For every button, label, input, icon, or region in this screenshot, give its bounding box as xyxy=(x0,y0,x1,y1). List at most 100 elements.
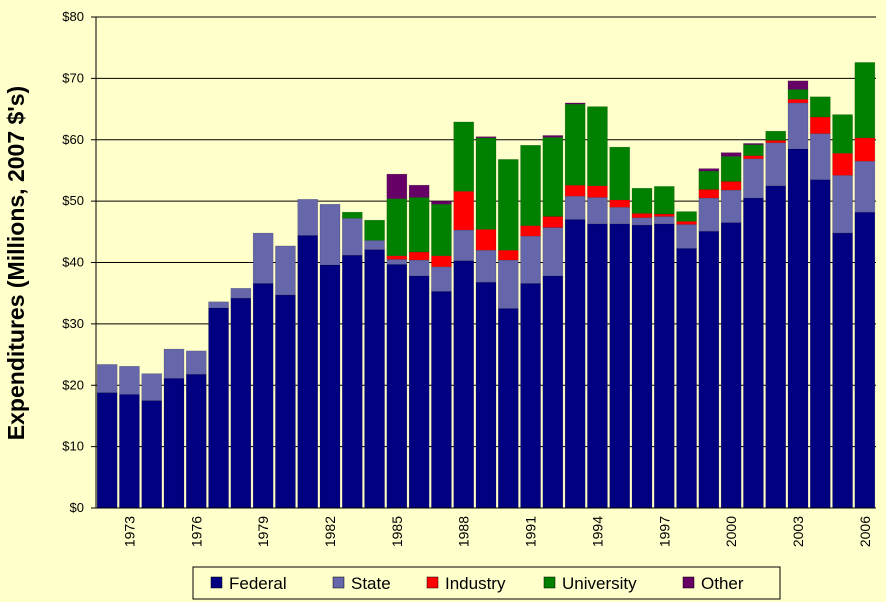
bar-federal-1997 xyxy=(654,223,675,509)
bar-industry-2003 xyxy=(787,98,809,104)
bar-federal-1998 xyxy=(676,248,697,509)
bar-university-2004 xyxy=(810,96,831,118)
bar-other-2003 xyxy=(787,80,809,90)
bar-federal-1989 xyxy=(475,281,497,509)
bar-state-1991 xyxy=(520,235,541,284)
x-tick-label: 1997 xyxy=(656,516,672,547)
bar-state-1972 xyxy=(96,364,118,393)
x-tick-label: 1988 xyxy=(456,516,472,547)
x-tick-label: 1994 xyxy=(589,516,605,547)
bar-industry-1997 xyxy=(654,213,675,217)
x-tick-label: 2003 xyxy=(790,516,806,547)
y-tick-label: $60 xyxy=(62,132,84,147)
bar-university-2005 xyxy=(832,114,853,154)
y-tick-label: $30 xyxy=(62,316,84,331)
bar-federal-1985 xyxy=(386,264,408,509)
bar-industry-2001 xyxy=(743,155,764,160)
x-tick-label: 1982 xyxy=(322,516,338,547)
bar-industry-1994 xyxy=(587,185,608,198)
bar-university-1984 xyxy=(364,219,385,241)
bar-other-1993 xyxy=(564,102,586,105)
bar-state-2005 xyxy=(832,175,853,234)
bar-federal-1976 xyxy=(186,373,207,509)
legend-label-industry: Industry xyxy=(445,574,506,593)
bar-state-1981 xyxy=(297,199,318,236)
x-tick-label: 1979 xyxy=(255,516,271,547)
bar-industry-1986 xyxy=(408,251,430,261)
bar-state-2001 xyxy=(743,158,764,199)
bar-state-1994 xyxy=(587,197,608,225)
bar-state-2000 xyxy=(720,189,742,223)
bar-state-1979 xyxy=(252,232,274,284)
bar-state-2002 xyxy=(765,142,786,187)
bar-state-1984 xyxy=(364,240,385,250)
bar-other-1999 xyxy=(698,168,720,172)
bar-federal-1980 xyxy=(275,294,296,509)
bar-federal-1993 xyxy=(564,219,586,509)
y-tick-label: $50 xyxy=(62,193,84,208)
y-tick-label: $40 xyxy=(62,255,84,270)
bars xyxy=(96,62,876,509)
bar-state-1983 xyxy=(342,218,363,256)
bar-other-1987 xyxy=(431,200,452,205)
bar-federal-1975 xyxy=(163,378,185,509)
bar-university-1995 xyxy=(609,146,630,201)
bar-federal-1983 xyxy=(342,254,363,509)
bar-federal-1992 xyxy=(542,275,564,509)
bar-federal-2006 xyxy=(854,211,876,509)
bar-federal-1982 xyxy=(319,264,341,509)
bar-industry-1993 xyxy=(564,184,586,197)
bar-state-1993 xyxy=(564,195,586,220)
bar-other-2000 xyxy=(720,152,742,157)
bar-state-1996 xyxy=(631,217,653,226)
bar-state-1989 xyxy=(475,249,497,283)
bar-university-1987 xyxy=(431,203,452,256)
bar-federal-2005 xyxy=(832,232,853,509)
legend-label-federal: Federal xyxy=(229,574,287,593)
bar-federal-2001 xyxy=(743,197,764,509)
bar-industry-1996 xyxy=(631,213,653,218)
bar-university-2000 xyxy=(720,156,742,182)
bar-industry-1998 xyxy=(676,221,697,225)
bar-state-1977 xyxy=(208,301,229,309)
bar-federal-2004 xyxy=(810,179,831,509)
bar-other-1992 xyxy=(542,135,564,138)
bar-state-1982 xyxy=(319,203,341,266)
bar-industry-1987 xyxy=(431,255,452,268)
x-tick-label: 1991 xyxy=(523,516,539,547)
bar-federal-1994 xyxy=(587,223,608,509)
bar-state-2004 xyxy=(810,133,831,180)
bar-other-1986 xyxy=(408,184,430,198)
bar-state-1978 xyxy=(230,288,252,299)
bar-industry-2004 xyxy=(810,116,831,134)
bar-other-1985 xyxy=(386,173,408,199)
bar-university-1983 xyxy=(342,211,363,219)
bar-state-1976 xyxy=(186,350,207,375)
bar-state-1998 xyxy=(676,224,697,249)
bar-federal-1974 xyxy=(141,400,162,509)
y-tick-label: $10 xyxy=(62,439,84,454)
bar-other-1989 xyxy=(475,136,497,139)
legend: Federal State Industry University Other xyxy=(192,566,781,600)
x-tick-label: 2000 xyxy=(723,516,739,547)
bar-state-1992 xyxy=(542,227,564,277)
legend-label-university: University xyxy=(562,574,637,593)
bar-state-1985 xyxy=(386,259,408,265)
bar-federal-1978 xyxy=(230,297,252,509)
bar-university-2002 xyxy=(765,130,786,141)
bar-federal-1995 xyxy=(609,223,630,509)
bar-university-1985 xyxy=(386,198,408,256)
bar-university-2001 xyxy=(743,144,764,156)
bar-university-1999 xyxy=(698,170,720,190)
bar-state-2003 xyxy=(787,102,809,150)
bar-federal-1984 xyxy=(364,249,385,509)
bar-university-1996 xyxy=(631,187,653,214)
legend-swatch-university xyxy=(543,576,556,589)
bar-industry-1988 xyxy=(453,191,474,231)
x-tick-label: 1985 xyxy=(389,516,405,547)
bar-university-1986 xyxy=(408,197,430,253)
bar-industry-2002 xyxy=(765,140,786,144)
x-tick-label: 1973 xyxy=(121,516,137,547)
bar-state-1999 xyxy=(698,197,720,232)
bar-industry-2000 xyxy=(720,181,742,191)
